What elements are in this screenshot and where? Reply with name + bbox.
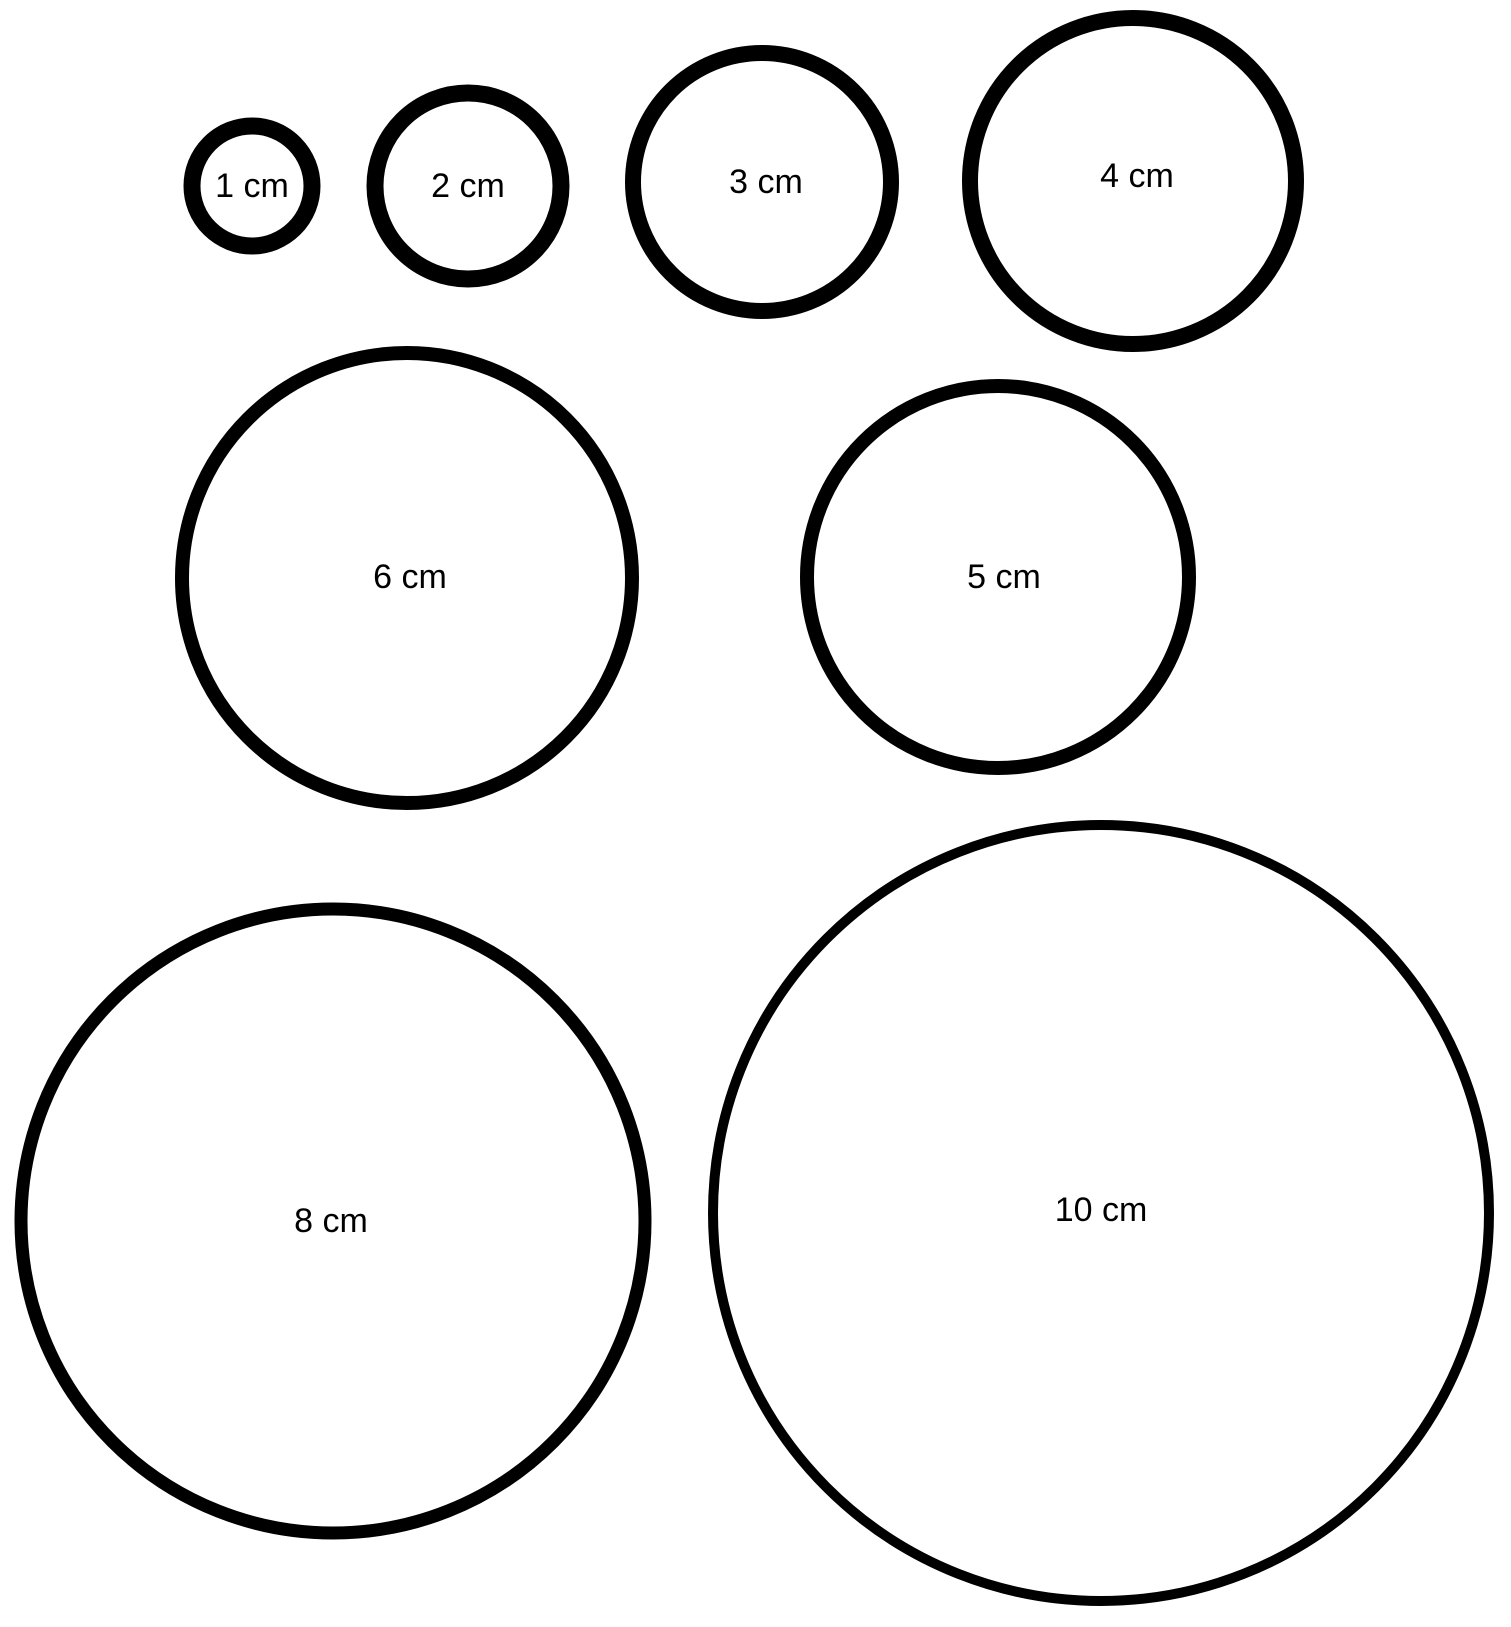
circle-5cm-label: 5 cm [967,558,1041,596]
circle-3cm-label: 3 cm [729,163,803,201]
circle-4cm-label: 4 cm [1100,157,1174,195]
circle-10cm: 10 cm [708,820,1494,1606]
circle-6cm: 6 cm [175,346,639,810]
circle-5cm: 5 cm [800,379,1196,775]
circle-4cm-ring [962,10,1304,352]
circle-1cm-ring [183,117,321,255]
circle-6cm-ring [175,346,639,810]
circle-10cm-label: 10 cm [1055,1191,1148,1229]
circle-1cm-label: 1 cm [215,167,289,205]
circle-10cm-ring [708,820,1494,1606]
circle-6cm-label: 6 cm [373,558,447,596]
circle-1cm: 1 cm [183,117,321,255]
circle-5cm-ring [800,379,1196,775]
circle-3cm-ring [625,45,899,319]
circle-4cm: 4 cm [962,10,1304,352]
circle-8cm-ring [14,902,652,1540]
circle-2cm-label: 2 cm [431,167,505,205]
circle-3cm: 3 cm [625,45,899,319]
circle-2cm: 2 cm [366,84,570,288]
circle-8cm: 8 cm [14,902,652,1540]
circle-8cm-label: 8 cm [294,1202,368,1240]
circle-2cm-ring [366,84,570,288]
